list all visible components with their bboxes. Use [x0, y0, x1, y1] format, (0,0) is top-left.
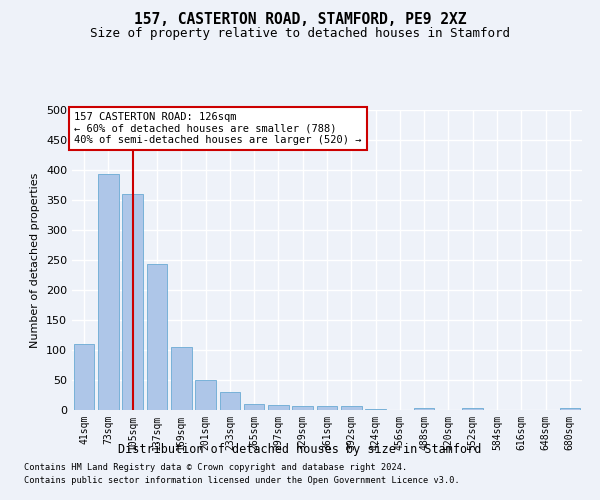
Text: 157, CASTERTON ROAD, STAMFORD, PE9 2XZ: 157, CASTERTON ROAD, STAMFORD, PE9 2XZ: [134, 12, 466, 28]
Text: Contains public sector information licensed under the Open Government Licence v3: Contains public sector information licen…: [24, 476, 460, 485]
Bar: [560, 408, 580, 410]
Bar: [220, 392, 240, 410]
Bar: [292, 406, 313, 410]
Bar: [74, 344, 94, 410]
Bar: [317, 406, 337, 410]
Bar: [244, 404, 265, 410]
Y-axis label: Number of detached properties: Number of detached properties: [31, 172, 40, 348]
Text: Contains HM Land Registry data © Crown copyright and database right 2024.: Contains HM Land Registry data © Crown c…: [24, 464, 407, 472]
Bar: [268, 404, 289, 410]
Bar: [365, 409, 386, 410]
Bar: [195, 380, 216, 410]
Bar: [341, 406, 362, 410]
Bar: [122, 194, 143, 410]
Bar: [171, 347, 191, 410]
Text: Size of property relative to detached houses in Stamford: Size of property relative to detached ho…: [90, 28, 510, 40]
Text: 157 CASTERTON ROAD: 126sqm
← 60% of detached houses are smaller (788)
40% of sem: 157 CASTERTON ROAD: 126sqm ← 60% of deta…: [74, 112, 362, 145]
Bar: [98, 174, 119, 410]
Bar: [414, 408, 434, 410]
Bar: [146, 264, 167, 410]
Bar: [463, 408, 483, 410]
Text: Distribution of detached houses by size in Stamford: Distribution of detached houses by size …: [118, 442, 482, 456]
